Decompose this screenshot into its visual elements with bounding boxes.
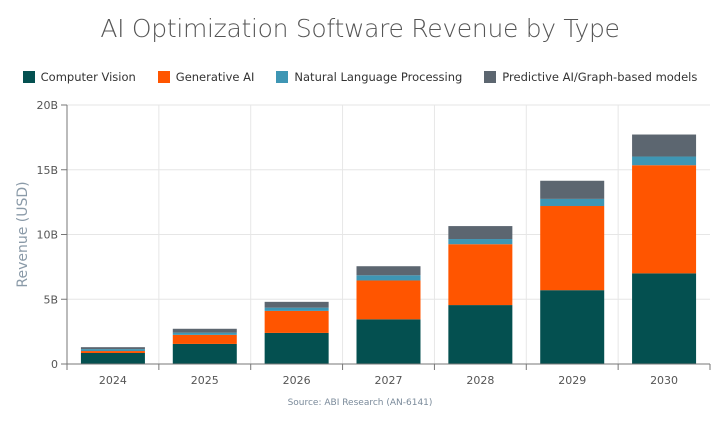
legend-label: Natural Language Processing bbox=[294, 70, 463, 84]
bar-segment bbox=[264, 310, 329, 333]
bar-segment bbox=[448, 305, 513, 364]
legend-swatch bbox=[22, 71, 35, 83]
y-tick-label: 15B bbox=[36, 164, 58, 177]
legend-swatch bbox=[157, 71, 170, 83]
legend-item[interactable]: Predictive AI/Graph-based models bbox=[484, 70, 697, 84]
y-tick-label: 5B bbox=[43, 293, 58, 306]
y-tick-label: 20B bbox=[36, 99, 58, 112]
bar-segment bbox=[632, 273, 697, 364]
y-tick-label: 0 bbox=[51, 358, 58, 371]
bar-segment bbox=[632, 134, 697, 157]
bar-segment bbox=[356, 275, 421, 281]
legend: Computer Vision Generative AI Natural Lang… bbox=[0, 70, 720, 84]
bar-segment bbox=[632, 165, 697, 274]
y-axis-label: Revenue (USD) bbox=[15, 181, 31, 287]
bar-segment bbox=[632, 156, 697, 166]
legend-swatch bbox=[276, 71, 289, 83]
x-tick-label: 2030 bbox=[650, 374, 678, 387]
bar-segment bbox=[264, 307, 329, 311]
x-tick-label: 2029 bbox=[558, 374, 586, 387]
x-tick-label: 2024 bbox=[99, 374, 127, 387]
legend-label: Predictive AI/Graph-based models bbox=[502, 70, 698, 84]
legend-label: Generative AI bbox=[175, 70, 255, 84]
bar-segment bbox=[172, 343, 237, 364]
bar-segment bbox=[540, 198, 605, 207]
bar-segment bbox=[448, 226, 513, 240]
source-note: Source: ABI Research (AN-6141) bbox=[287, 398, 433, 408]
bar-segment bbox=[264, 301, 329, 308]
legend-item[interactable]: Computer Vision bbox=[22, 70, 136, 84]
legend-item[interactable]: Generative AI bbox=[157, 70, 255, 84]
x-tick-label: 2025 bbox=[191, 374, 219, 387]
legend-swatch bbox=[484, 71, 497, 83]
bar-segment bbox=[172, 334, 237, 344]
bar-segment bbox=[540, 290, 605, 364]
bar-segment bbox=[356, 266, 421, 276]
bar-segment bbox=[448, 244, 513, 306]
x-tick-label: 2026 bbox=[283, 374, 311, 387]
bar-segment bbox=[80, 351, 145, 353]
bar-segment bbox=[540, 206, 605, 291]
legend-item[interactable]: Natural Language Processing bbox=[276, 70, 462, 84]
x-tick-label: 2027 bbox=[375, 374, 403, 387]
x-tick-label: 2028 bbox=[466, 374, 494, 387]
y-tick-label: 10B bbox=[36, 229, 58, 242]
legend-label: Computer Vision bbox=[40, 70, 136, 84]
bar-segment bbox=[264, 332, 329, 364]
bar-segment bbox=[80, 347, 145, 350]
bar-segment bbox=[80, 349, 145, 352]
bar-segment bbox=[80, 352, 145, 364]
chart-title: AI Optimization Software Revenue by Type bbox=[100, 14, 620, 43]
bar-segment bbox=[356, 319, 421, 364]
bar-segment bbox=[172, 332, 237, 335]
bar-segment bbox=[356, 280, 421, 320]
bar-segment bbox=[448, 239, 513, 245]
bar-segment bbox=[172, 328, 237, 333]
bar-segment bbox=[540, 180, 605, 199]
